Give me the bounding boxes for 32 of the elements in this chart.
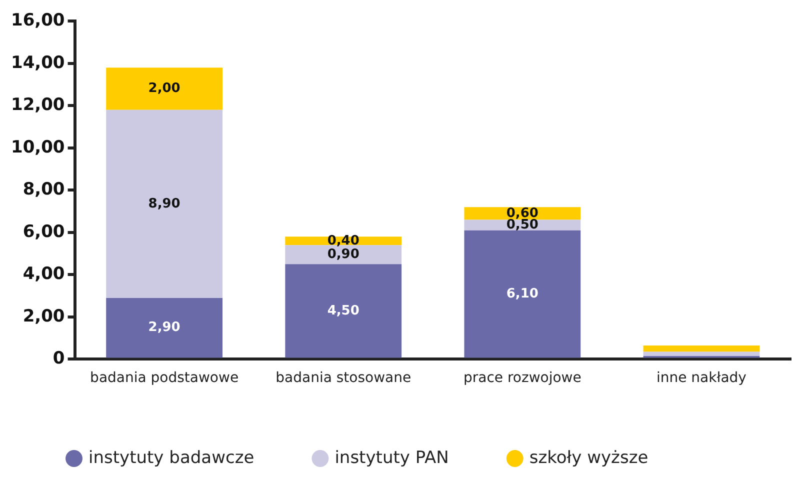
bar: [643, 345, 760, 352]
data-label: 2,90: [148, 320, 180, 336]
y-tick-label: 0: [52, 348, 65, 369]
y-tick-label: 16,00: [10, 10, 65, 31]
y-tick-label: 8,00: [22, 180, 65, 200]
y-tick-label: 10,00: [10, 137, 65, 158]
y-tick-label: 4,00: [22, 264, 65, 284]
legend-label: instytuty PAN: [334, 448, 449, 468]
bar: [285, 245, 402, 264]
data-label: 0,50: [506, 217, 538, 232]
x-tick-label: prace rozwojowe: [463, 370, 582, 386]
bar: [106, 68, 222, 110]
y-tick-label: 14,00: [10, 52, 65, 73]
data-label: 4,50: [327, 303, 360, 318]
data-label: 0,90: [327, 247, 360, 262]
bar: [643, 352, 760, 356]
data-label: 6,10: [506, 286, 538, 302]
legend-label: szkoły wyższe: [529, 448, 648, 468]
x-tick-label: badania podstawowe: [90, 370, 239, 386]
legend-label: instytuty badawcze: [88, 448, 254, 468]
data-label: 0,40: [327, 233, 360, 248]
data-label: 2,00: [148, 81, 180, 96]
x-tick-label: inne nakłady: [656, 370, 746, 386]
y-tick-label: 12,00: [10, 95, 65, 116]
data-label: 8,90: [148, 196, 180, 212]
bar: [285, 264, 402, 358]
y-tick-label: 2,00: [22, 306, 65, 326]
bar: [106, 298, 222, 358]
y-tick-label: 6,00: [22, 222, 65, 242]
bar: [464, 230, 581, 358]
x-tick-label: badania stosowane: [276, 370, 412, 386]
bar: [106, 110, 222, 298]
